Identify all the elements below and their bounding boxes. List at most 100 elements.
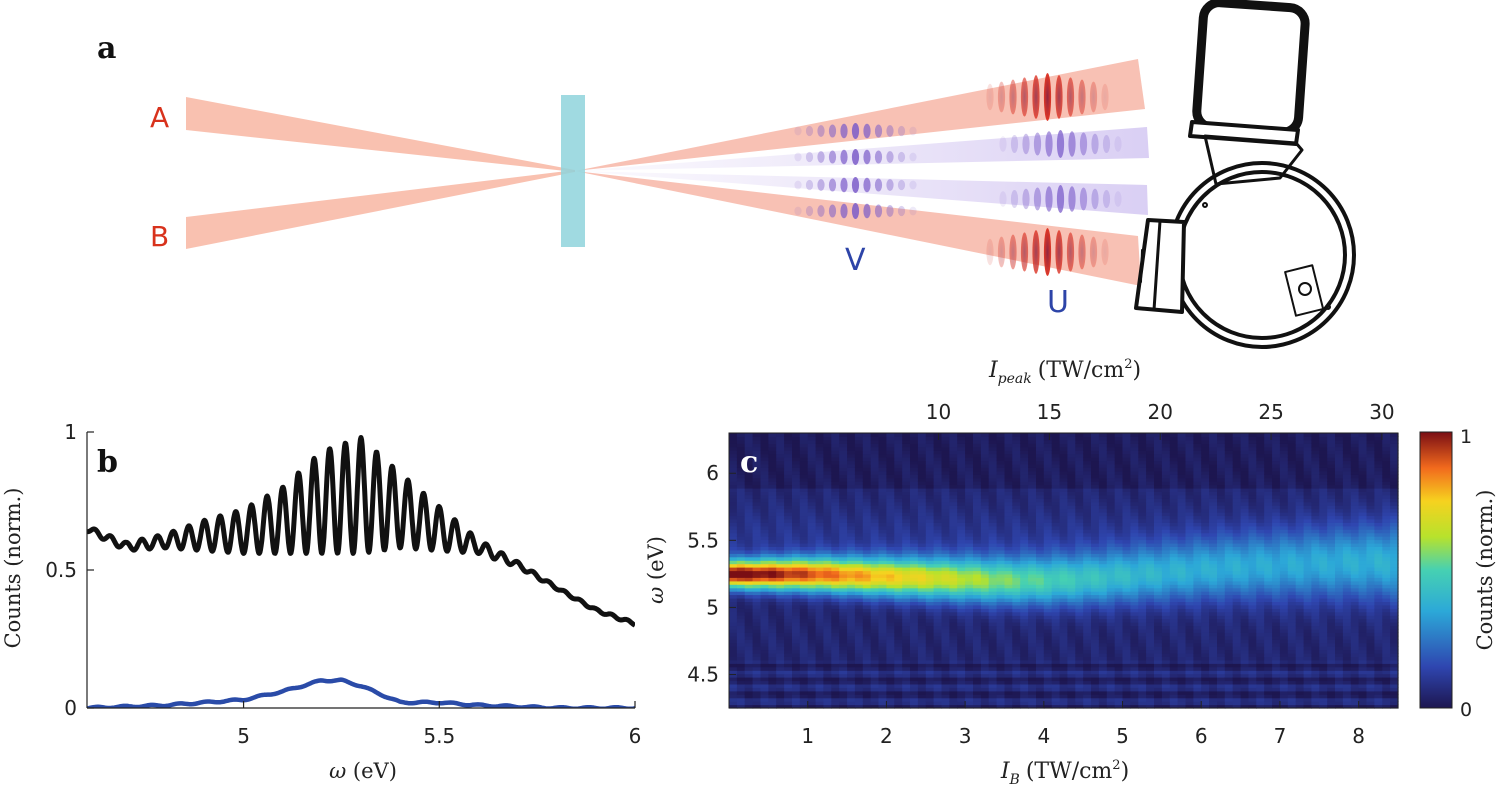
- heatmap-cell: [807, 553, 817, 558]
- heatmap-cell: [831, 563, 840, 568]
- heatmap-cell: [1091, 436, 1100, 441]
- heatmap-cell: [941, 505, 950, 510]
- heatmap-cell: [1098, 570, 1108, 575]
- heatmap-cell: [949, 501, 958, 506]
- heatmap-cell: [792, 587, 801, 592]
- heatmap-cell: [736, 501, 746, 506]
- heatmap-cell: [1114, 587, 1124, 592]
- heatmap-cell: [933, 556, 943, 561]
- heatmap-cell: [1114, 601, 1124, 606]
- heatmap-cell: [980, 553, 990, 558]
- heatmap-cell: [1083, 481, 1092, 486]
- heatmap-cell: [752, 453, 762, 458]
- heatmap-cell: [736, 549, 746, 554]
- heatmap-cell: [1020, 704, 1029, 709]
- heatmap-cell: [815, 635, 825, 640]
- heatmap-cell: [910, 615, 919, 620]
- heatmap-cell: [878, 673, 887, 678]
- heatmap-cell: [894, 625, 903, 630]
- heatmap-cell: [839, 611, 848, 616]
- heatmap-cell: [1185, 467, 1194, 472]
- heatmap-cell: [752, 601, 762, 606]
- heatmap-cell: [949, 670, 958, 675]
- heatmap-cell: [1012, 628, 1021, 633]
- heatmap-cell: [1161, 625, 1171, 630]
- heatmap-cell: [807, 642, 817, 647]
- heatmap-cell: [949, 536, 958, 541]
- heatmap-cell: [1059, 525, 1069, 530]
- heatmap-cell: [799, 639, 809, 644]
- heatmap-cell: [1201, 677, 1210, 682]
- heatmap-cell: [760, 646, 769, 651]
- heatmap-cell: [831, 683, 840, 688]
- heatmap-cell: [854, 539, 864, 544]
- heatmap-cell: [807, 484, 817, 489]
- heatmap-cell: [957, 532, 966, 537]
- heatmap-cell: [792, 608, 801, 613]
- heatmap-cell: [815, 642, 825, 647]
- heatmap-cell: [760, 453, 769, 458]
- heatmap-cell: [1067, 594, 1076, 599]
- heatmap-cell: [965, 628, 974, 633]
- heatmap-cell: [917, 587, 927, 592]
- heatmap-cell: [965, 488, 974, 492]
- heatmap-cell: [1169, 635, 1179, 640]
- heatmap-cell: [1051, 587, 1061, 592]
- heatmap-cell: [1122, 659, 1131, 664]
- heatmap-cell: [760, 546, 769, 551]
- heatmap-cell: [736, 677, 746, 682]
- heatmap-cell: [823, 601, 832, 606]
- heatmap-cell: [1051, 470, 1061, 475]
- heatmap-cell: [768, 522, 777, 527]
- heatmap-cell: [847, 457, 856, 462]
- heatmap-cell: [941, 567, 950, 572]
- heatmap-cell: [1004, 494, 1013, 499]
- heatmap-cell: [1091, 663, 1100, 668]
- heatmap-cell: [1138, 598, 1147, 602]
- heatmap-cell: [949, 443, 958, 448]
- heatmap-cell: [1051, 570, 1061, 575]
- heatmap-cell: [886, 591, 895, 596]
- heatmap-cell: [1067, 584, 1076, 589]
- pulse-u-red: [1066, 77, 1075, 117]
- heatmap-cell: [870, 683, 880, 688]
- heatmap-cell: [1091, 481, 1100, 486]
- heatmap-cell: [988, 573, 998, 578]
- heatmap-cell: [1059, 522, 1069, 527]
- heatmap-cell: [1130, 536, 1139, 541]
- heatmap-cell: [910, 488, 919, 492]
- heatmap-cell: [839, 604, 848, 609]
- heatmap-cell: [1146, 556, 1155, 561]
- heatmap-cell: [1091, 649, 1100, 654]
- heatmap-cell: [831, 488, 840, 492]
- heatmap-cell: [1036, 522, 1045, 527]
- heatmap-cell: [1146, 567, 1155, 572]
- heatmap-cell: [784, 518, 793, 523]
- heatmap-cell: [886, 436, 895, 441]
- heatmap-cell: [854, 546, 864, 551]
- heatmap-cell: [1185, 512, 1194, 517]
- heatmap-cell: [957, 663, 966, 668]
- heatmap-cell: [776, 436, 785, 441]
- heatmap-cell: [823, 687, 832, 692]
- heatmap-cell: [1036, 594, 1045, 599]
- heatmap-cell: [1012, 529, 1021, 534]
- heatmap-cell: [1201, 666, 1210, 671]
- heatmap-cell: [1138, 553, 1147, 558]
- heatmap-cell: [910, 622, 919, 627]
- heatmap-cell: [894, 556, 903, 561]
- heatmap-cell: [894, 642, 903, 647]
- heatmap-cell: [1083, 577, 1092, 582]
- heatmap-cell: [823, 670, 832, 675]
- heatmap-cell: [1122, 694, 1131, 699]
- heatmap-cell: [1098, 611, 1108, 616]
- heatmap-cell: [784, 639, 793, 644]
- heatmap-cell: [736, 628, 746, 633]
- heatmap-cell: [862, 460, 872, 465]
- heatmap-cell: [847, 463, 856, 468]
- heatmap-cell: [941, 515, 950, 520]
- heatmap-cell: [1083, 697, 1092, 702]
- heatmap-cell: [752, 570, 762, 575]
- heatmap-cell: [1201, 518, 1210, 523]
- heatmap-cell: [1161, 649, 1171, 654]
